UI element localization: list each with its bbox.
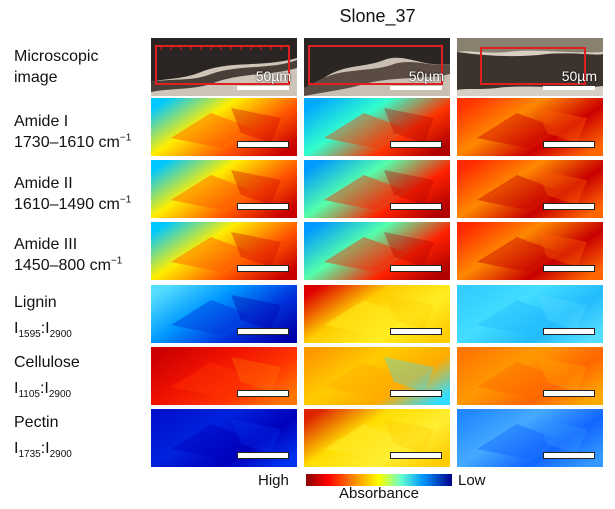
heatmap-cellulose-panel [457,347,603,405]
row-label-name: Cellulose [14,354,80,371]
heatmap-amide-i-panel [151,98,297,156]
row-label-name: Amide II [14,175,73,192]
heatmap-image [151,285,297,343]
heatmap-amide-ii-panel [151,160,297,218]
heatmap-lignin-panel [304,285,450,343]
ratio-numerator: 1595 [18,329,41,341]
ratio-i: I [14,320,19,337]
heatmap-pectin-panel [304,409,450,467]
scale-bar [237,452,289,459]
heatmap-cellulose-panel [304,347,450,405]
row-label-pectin: Pectin I1735:I2900 [14,410,72,462]
row-label-range: 1450–800 cm [14,257,111,274]
heatmap-amide-iii-panel [457,222,603,280]
legend-high-label: High [258,472,289,489]
scale-bar [543,452,595,459]
scale-bar [390,141,442,148]
scale-bar [390,452,442,459]
ratio-i: I [14,440,19,457]
row-label-cellulose: Cellulose I1105:I2900 [14,350,80,402]
ratio-denominator: 2900 [48,389,72,401]
row-label-amide-iii: Amide III 1450–800 cm−1 [14,234,122,276]
scale-bar [543,390,595,397]
heatmap-lignin-panel [151,285,297,343]
row-label-line2: image [14,69,58,86]
scale-bar [543,86,595,90]
colorbar [306,474,452,486]
heatmap-amide-iii-panel [304,222,450,280]
ratio-i: I [45,320,50,337]
legend-title: Absorbance [338,485,420,502]
ratio-denominator: 2900 [49,449,72,461]
heatmap-image [151,160,297,218]
scale-bar [543,265,595,272]
row-label-range: 1610–1490 cm [14,196,120,213]
microscopic-image-panel: 50µm [304,38,450,96]
row-label-exponent: −1 [119,132,132,144]
scale-bar [237,390,289,397]
row-label-lignin: Lignin I1595:I2900 [14,290,72,342]
row-label-exponent: −1 [119,194,132,206]
heatmap-pectin-panel [151,409,297,467]
row-label-name: Amide III [14,236,78,253]
scale-bar [390,265,442,272]
microscopic-image-panel: 50µm [151,38,297,96]
heatmap-amide-iii-panel [151,222,297,280]
row-label-range: 1730–1610 cm [14,134,120,151]
legend-low-label: Low [458,472,486,489]
ratio-denominator: 2900 [49,329,72,341]
heatmap-cellulose-panel [151,347,297,405]
ratio-numerator: 1105 [18,389,40,401]
row-label-amide-ii: Amide II 1610–1490 cm−1 [14,173,131,215]
row-label-exponent: −1 [110,255,123,267]
scale-bar [543,328,595,335]
ratio-i: I [45,440,50,457]
scale-bar [237,265,289,272]
scale-bar [543,203,595,210]
scale-bar [543,141,595,148]
scale-bar-label: 50µm [561,68,597,84]
scale-bar [237,328,289,335]
heatmap-image [151,409,297,467]
figure-title: Slone_37 [339,6,416,26]
heatmap-amide-ii-panel [304,160,450,218]
scale-bar [390,328,442,335]
row-label-name: Lignin [14,294,57,311]
microscopic-image-panel: 50µm [457,38,603,96]
scale-bar [237,203,289,210]
microscope-photo [151,38,297,96]
row-label-microscopic: Microscopic image [14,46,98,88]
scale-bar [390,86,442,90]
scale-bar-label: 50µm [408,68,444,84]
row-label-name: Amide I [14,113,69,130]
heatmap-amide-ii-panel [457,160,603,218]
scale-bar [390,203,442,210]
row-label-amide-i: Amide I 1730–1610 cm−1 [14,111,131,153]
heatmap-image [151,98,297,156]
ratio-separator: : [40,320,46,337]
ratio-numerator: 1735 [18,449,41,461]
scale-bar [237,86,289,90]
heatmap-pectin-panel [457,409,603,467]
scale-bar [237,141,289,148]
row-label-line1: Microscopic [14,48,99,65]
scale-bar-label: 50µm [255,68,291,84]
ratio-separator: : [39,380,45,397]
heatmap-image [457,285,603,343]
heatmap-image [151,347,297,405]
ratio-i: I [44,380,49,397]
ratio-i: I [14,380,19,397]
heatmap-amide-i-panel [304,98,450,156]
ratio-separator: : [40,440,46,457]
scale-bar [390,390,442,397]
heatmap-lignin-panel [457,285,603,343]
row-label-name: Pectin [14,414,59,431]
heatmap-amide-i-panel [457,98,603,156]
heatmap-image [457,98,603,156]
